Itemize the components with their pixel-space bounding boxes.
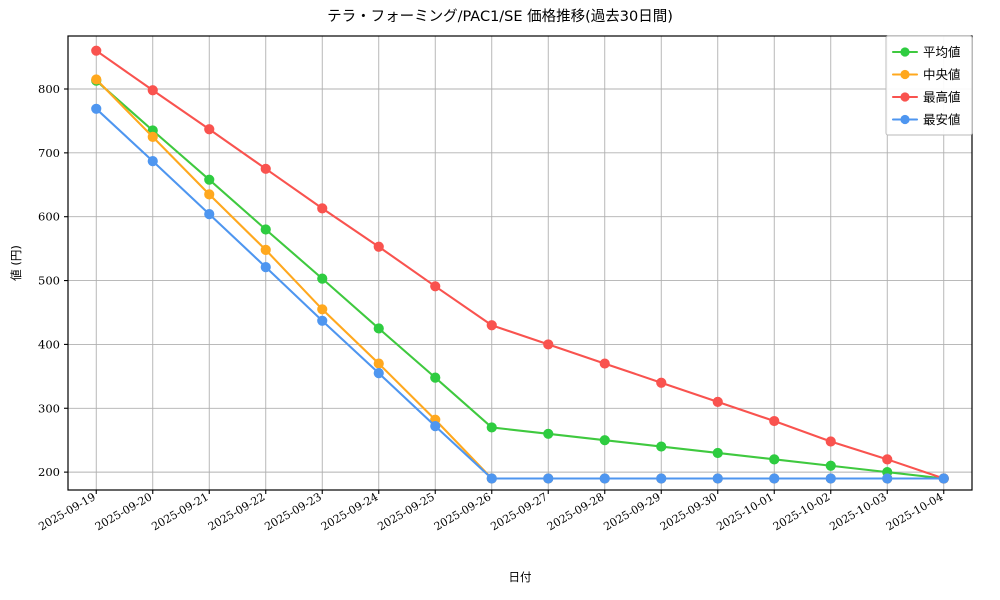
data-point-marker xyxy=(373,323,384,334)
y-tick-label: 400 xyxy=(38,337,60,351)
data-point-marker xyxy=(656,377,667,388)
data-point-marker xyxy=(938,473,949,484)
x-axis-title: 日付 xyxy=(509,570,532,584)
legend-marker-swatch xyxy=(900,69,910,80)
data-point-marker xyxy=(373,368,384,379)
legend-item-1[interactable]: 平均値 xyxy=(891,45,961,60)
data-point-marker xyxy=(486,473,497,484)
y-tick-label: 700 xyxy=(38,146,60,160)
data-point-marker xyxy=(260,262,271,273)
legend-marker-swatch xyxy=(900,47,910,57)
data-point-marker xyxy=(260,224,271,235)
plot-frame xyxy=(67,35,973,491)
data-point-marker xyxy=(147,131,158,142)
data-point-marker xyxy=(373,241,384,252)
data-series-layer xyxy=(91,45,949,484)
data-point-marker xyxy=(204,209,215,220)
data-point-marker xyxy=(656,473,667,484)
data-point-marker xyxy=(430,281,441,292)
data-point-marker xyxy=(769,473,780,484)
data-point-marker xyxy=(543,339,554,350)
data-point-marker xyxy=(204,189,215,200)
data-point-marker xyxy=(825,460,836,471)
data-point-marker xyxy=(147,156,158,167)
legend-item-4[interactable]: 最安値 xyxy=(891,112,961,127)
legend-marker-swatch xyxy=(900,92,910,102)
y-axis-tick-labels: 200 300 400 500 600 700 800 xyxy=(38,82,60,479)
y-tick-label: 500 xyxy=(38,274,60,288)
data-point-marker xyxy=(599,473,610,484)
legend-label: 最安値 xyxy=(923,112,961,127)
data-point-marker xyxy=(543,428,554,439)
data-point-marker xyxy=(656,441,667,452)
series-line xyxy=(95,49,945,480)
series-4 xyxy=(91,103,949,484)
legend-label: 最高値 xyxy=(923,90,961,105)
data-point-marker xyxy=(599,358,610,369)
data-point-marker xyxy=(317,304,328,315)
legend-label: 中央値 xyxy=(923,67,961,82)
data-point-marker xyxy=(712,447,723,459)
data-point-marker xyxy=(599,435,610,446)
data-point-marker xyxy=(882,454,893,465)
data-point-marker xyxy=(91,103,102,114)
data-point-marker xyxy=(373,358,384,369)
data-point-marker xyxy=(91,74,102,85)
data-point-marker xyxy=(260,244,271,256)
data-point-marker xyxy=(769,454,780,465)
data-point-marker xyxy=(430,421,441,432)
data-point-marker xyxy=(712,396,723,407)
data-point-marker xyxy=(825,436,836,447)
data-point-marker xyxy=(317,315,328,326)
legend-background xyxy=(885,35,973,136)
data-point-marker xyxy=(91,45,102,56)
data-point-marker xyxy=(712,473,723,484)
y-tick-label: 200 xyxy=(38,465,60,479)
data-point-marker xyxy=(317,203,328,214)
data-point-marker xyxy=(543,473,554,484)
y-tick-label: 600 xyxy=(38,210,60,224)
series-line xyxy=(95,107,945,480)
data-point-marker xyxy=(486,422,497,433)
legend-item-2[interactable]: 中央値 xyxy=(891,67,961,82)
legend-label: 平均値 xyxy=(923,45,961,60)
data-point-marker xyxy=(204,174,215,185)
data-point-marker xyxy=(204,124,215,135)
data-point-marker xyxy=(486,320,497,331)
legend-item-3[interactable]: 最高値 xyxy=(891,90,961,105)
data-point-marker xyxy=(769,415,780,427)
series-1 xyxy=(91,75,949,484)
y-tick-label: 800 xyxy=(38,82,60,96)
data-point-marker xyxy=(825,473,836,484)
series-line xyxy=(95,79,945,480)
series-3 xyxy=(91,45,949,484)
data-point-marker xyxy=(317,273,328,284)
y-axis-title: 値 (円) xyxy=(9,245,23,281)
data-point-marker xyxy=(260,163,271,174)
data-point-marker xyxy=(430,372,441,383)
data-point-marker xyxy=(147,85,158,96)
axis-ticks xyxy=(64,88,945,494)
data-point-marker xyxy=(882,473,893,484)
y-tick-label: 300 xyxy=(38,401,60,415)
legend-marker-swatch xyxy=(900,114,910,125)
chart-title: テラ・フォーミング/PAC1/SE 価格推移(過去30日間) xyxy=(327,8,673,25)
